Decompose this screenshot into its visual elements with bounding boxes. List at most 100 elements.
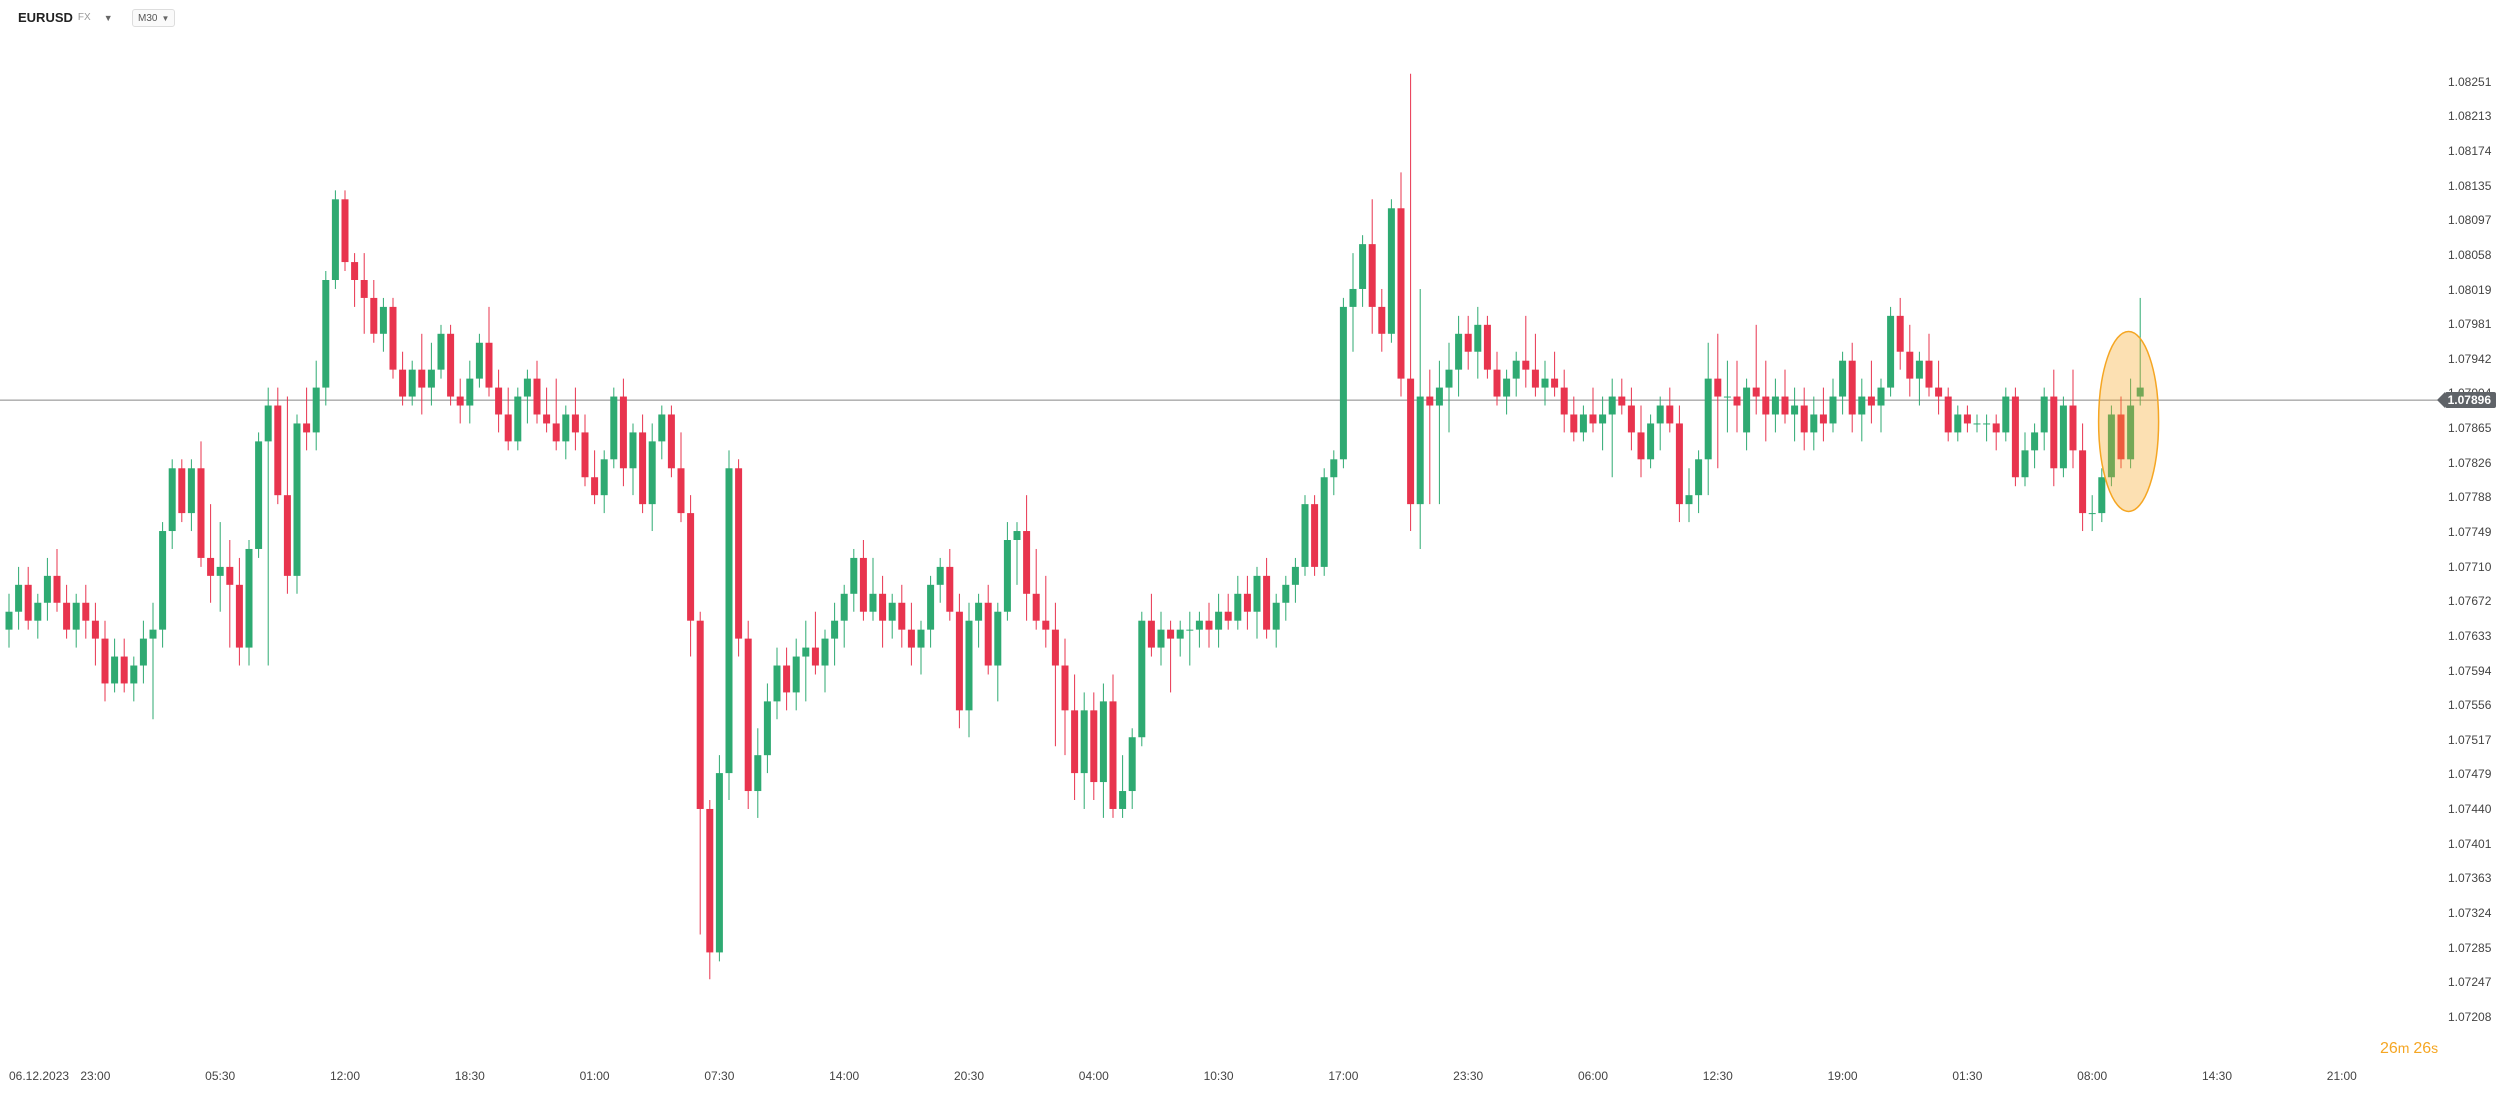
candle-up	[187, 468, 195, 514]
x-tick-label: 01:00	[580, 1069, 610, 1083]
candle-up	[831, 620, 839, 639]
candle-down	[1867, 396, 1875, 406]
candle-down	[619, 396, 627, 469]
x-tick-label: 10:30	[1204, 1069, 1234, 1083]
candle-down	[955, 611, 963, 711]
candle-down	[1666, 405, 1674, 424]
candle-down	[2117, 414, 2125, 460]
x-tick-label: 12:30	[1703, 1069, 1733, 1083]
candle-up	[1829, 396, 1837, 424]
candle-up	[840, 593, 848, 621]
candle-up	[264, 405, 272, 442]
x-tick-label: 05:30	[205, 1069, 235, 1083]
candle-down	[370, 297, 378, 334]
candle-up	[917, 629, 925, 648]
candle-down	[1800, 405, 1808, 433]
candle-down	[898, 602, 906, 630]
candle-up	[475, 342, 483, 379]
candle-up	[1157, 629, 1165, 648]
symbol-selector[interactable]: EURUSD FX ▼	[18, 10, 113, 25]
candle-down	[1205, 620, 1213, 630]
candle-up	[1954, 414, 1962, 433]
candle-up	[1887, 315, 1895, 388]
candle-down	[1589, 414, 1597, 424]
chart-toolbar: EURUSD FX ▼ M30 ▼	[0, 0, 2506, 36]
x-tick-label: 23:00	[80, 1069, 110, 1083]
candle-up	[792, 656, 800, 693]
candle-up	[1503, 378, 1511, 397]
candle-up	[1656, 405, 1664, 424]
candle-up	[975, 602, 983, 621]
candle-up	[1128, 737, 1136, 792]
candle-down	[197, 468, 205, 558]
y-tick-label: 1.08213	[2448, 109, 2492, 123]
y-tick-label: 1.07556	[2448, 698, 2492, 712]
y-tick-label: 1.07208	[2448, 1010, 2492, 1024]
x-tick-label: 14:30	[2202, 1069, 2232, 1083]
y-tick-label: 1.07672	[2448, 594, 2492, 608]
countdown-seconds-unit: s	[2431, 1040, 2439, 1056]
candle-down	[706, 808, 714, 953]
candle-up	[936, 566, 944, 585]
candle-down	[735, 468, 743, 639]
candle-up	[1541, 378, 1549, 388]
x-tick-label: 19:00	[1828, 1069, 1858, 1083]
x-tick-label: 07:30	[704, 1069, 734, 1083]
x-tick-label: 04:00	[1079, 1069, 1109, 1083]
candle-down	[120, 656, 128, 684]
candle-up	[139, 638, 147, 666]
highlight-ellipse	[2097, 330, 2160, 513]
candle-down	[1627, 405, 1635, 433]
candle-down	[1071, 710, 1079, 774]
countdown-minutes: 26	[2380, 1040, 2398, 1057]
x-tick-label: 12:00	[330, 1069, 360, 1083]
candle-down	[811, 647, 819, 666]
current-price-badge: 1.07896	[2436, 392, 2496, 408]
candle-up	[1282, 584, 1290, 603]
candle-up	[1272, 602, 1280, 630]
candle-up	[2059, 405, 2067, 469]
y-tick-label: 1.07479	[2448, 767, 2492, 781]
candle-down	[543, 414, 551, 424]
candle-down	[1906, 351, 1914, 379]
candle-up	[2021, 450, 2029, 478]
candle-up	[802, 647, 810, 657]
candle-up	[869, 593, 877, 612]
candle-down	[235, 584, 243, 648]
candle-up	[888, 602, 896, 621]
candle-up	[1839, 360, 1847, 397]
candle-down	[1167, 629, 1175, 639]
candle-down	[341, 199, 349, 263]
candle-down	[53, 575, 61, 603]
candle-up	[725, 468, 733, 774]
candle-down	[447, 333, 455, 397]
candle-down	[946, 566, 954, 612]
x-tick-label: 14:00	[829, 1069, 859, 1083]
candle-up	[562, 414, 570, 442]
candle-up	[1915, 360, 1923, 379]
y-tick-label: 1.07788	[2448, 490, 2492, 504]
candle-up	[773, 665, 781, 702]
countdown-seconds: 26	[2413, 1040, 2432, 1057]
candle-down	[1637, 432, 1645, 460]
candle-up	[1695, 459, 1703, 496]
timeframe-selector[interactable]: M30 ▼	[132, 9, 176, 27]
candle-down	[351, 262, 359, 280]
x-tick-label: 23:30	[1453, 1069, 1483, 1083]
candle-up	[1253, 575, 1261, 612]
candle-up	[408, 369, 416, 397]
y-tick-label: 1.07749	[2448, 525, 2492, 539]
candle-up	[2098, 477, 2106, 514]
candle-up	[715, 773, 723, 953]
candle-up	[2031, 432, 2039, 451]
candle-down	[63, 602, 71, 630]
candle-up	[34, 602, 42, 621]
x-tick-label: 17:00	[1328, 1069, 1358, 1083]
candle-down	[1090, 710, 1098, 783]
candle-up	[1234, 593, 1242, 621]
candle-down	[2069, 405, 2077, 451]
candle-up	[5, 611, 13, 630]
candle-up	[1215, 611, 1223, 630]
candle-down	[1147, 620, 1155, 648]
